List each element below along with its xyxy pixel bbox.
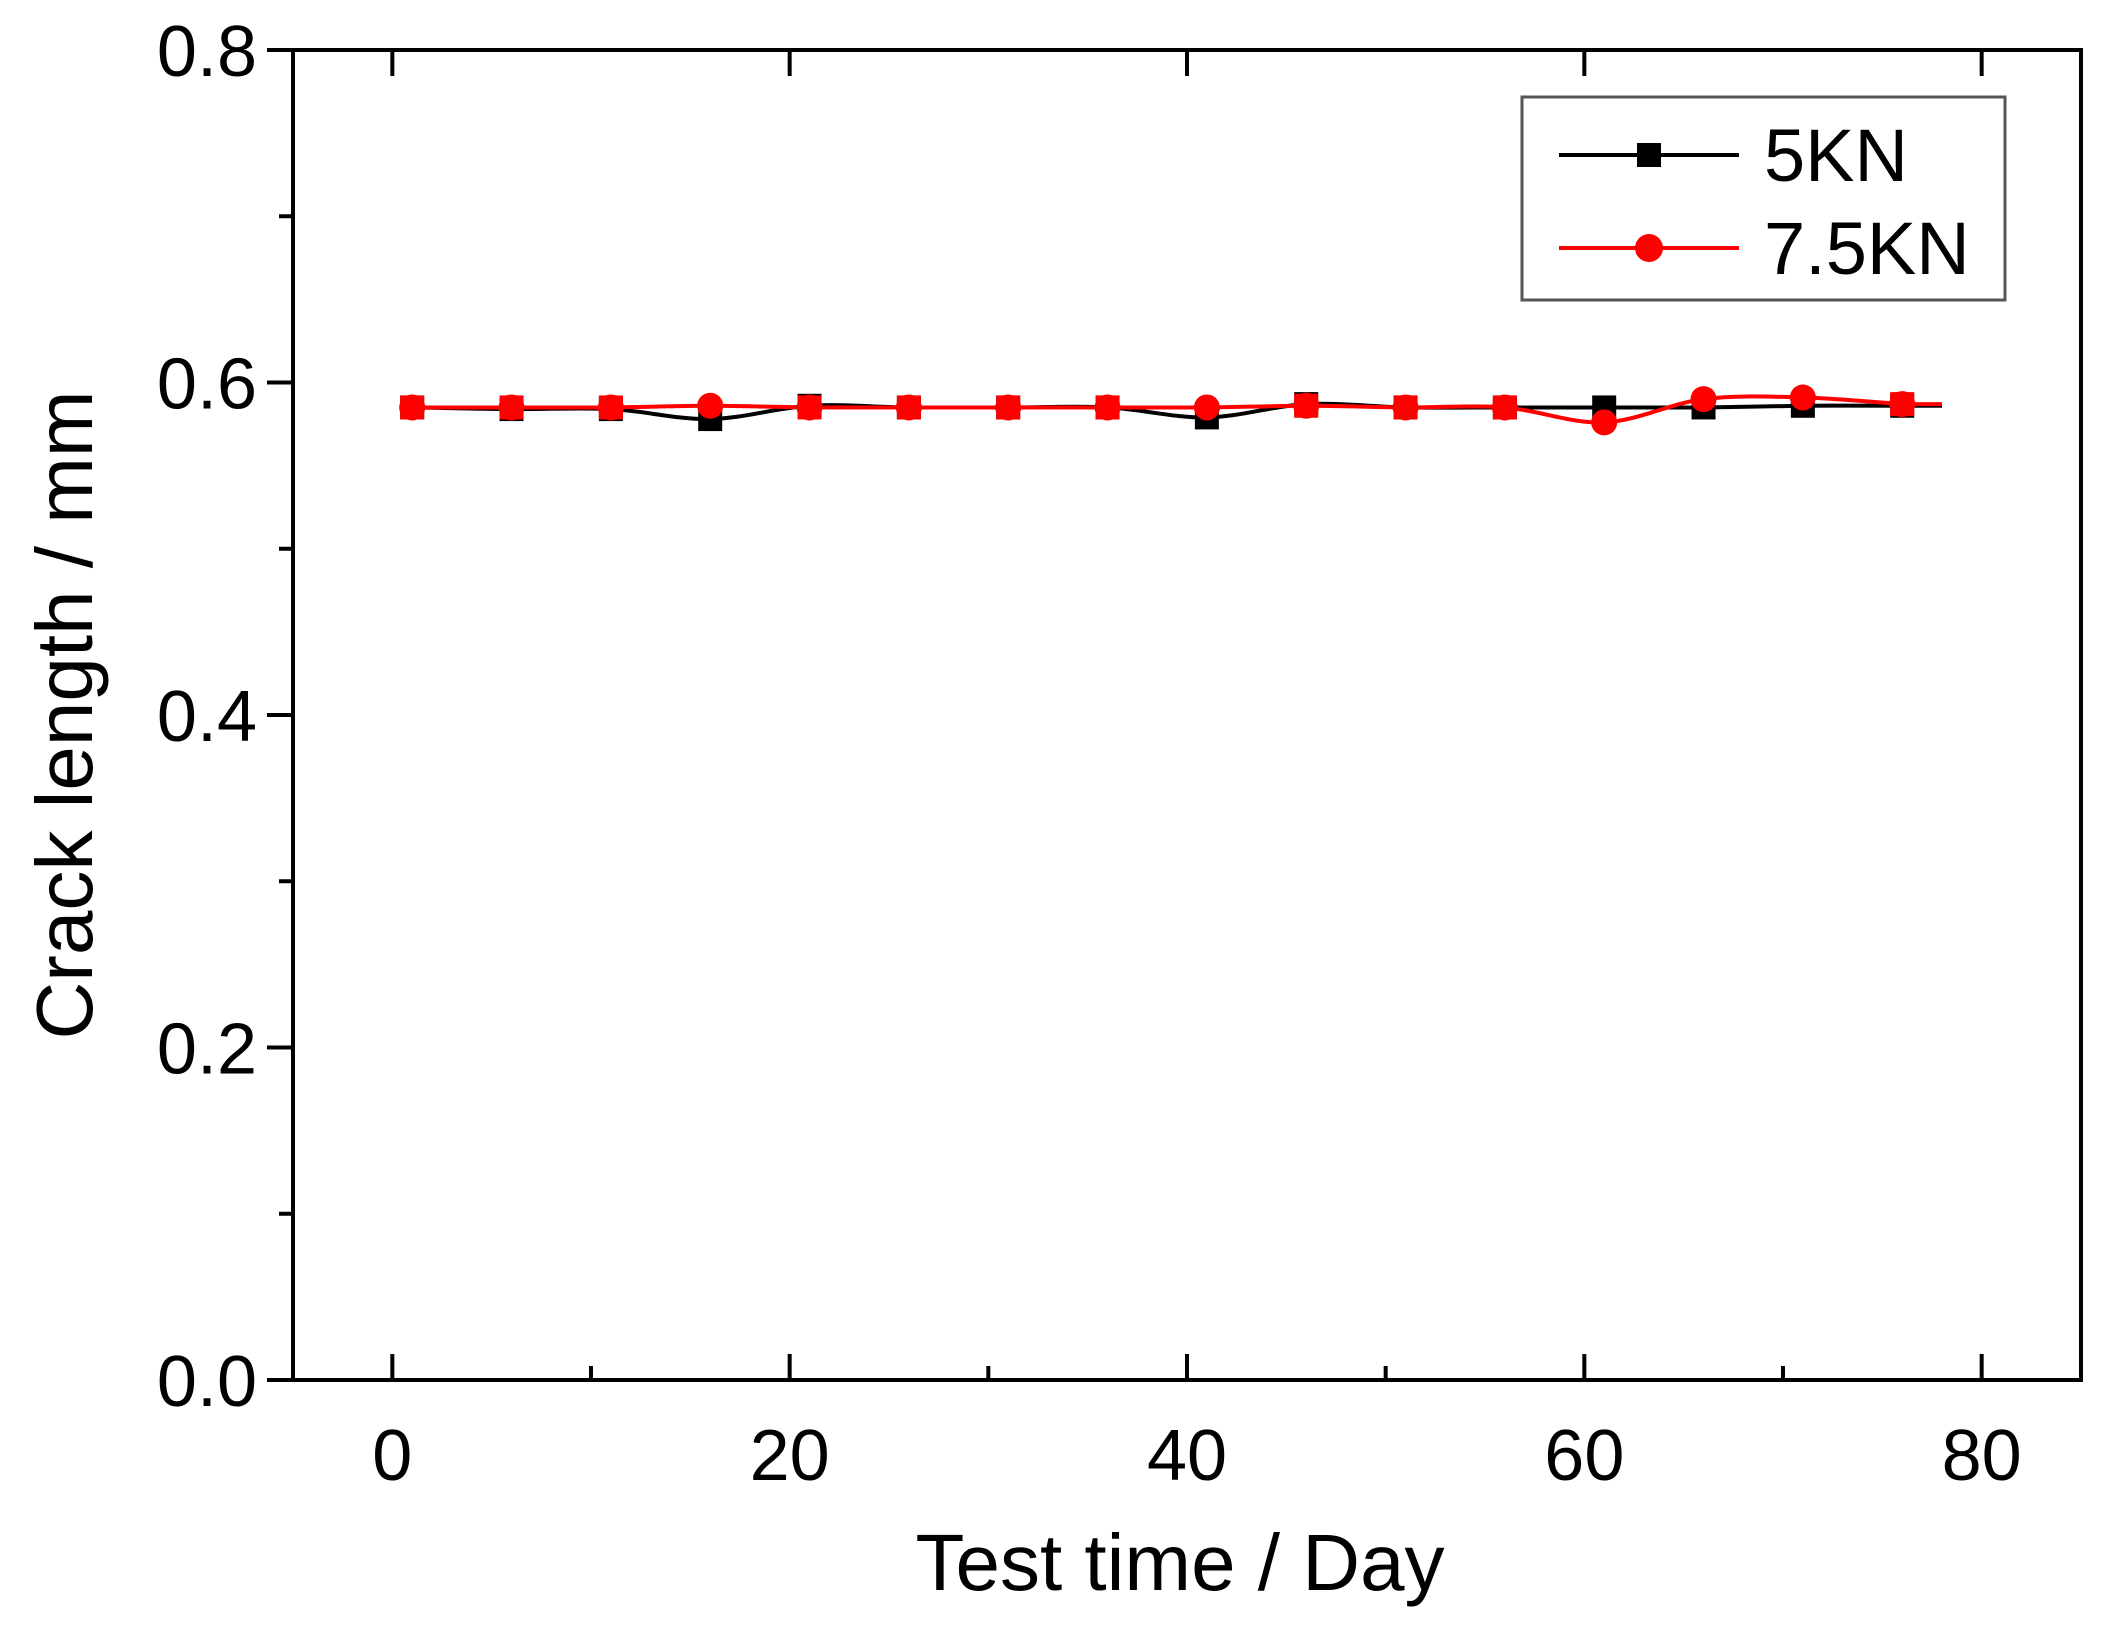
data-point-overlap (598, 395, 623, 420)
x-tick-label: 0 (372, 1416, 412, 1496)
data-point-overlap (499, 395, 524, 420)
data-point-overlap (1095, 395, 1120, 420)
data-point-7-5kn (1690, 386, 1717, 413)
data-point-overlap (1294, 393, 1319, 418)
y-tick-label: 0.8 (157, 12, 257, 92)
y-tick-label: 0.6 (157, 345, 257, 425)
data-point-overlap (996, 395, 1021, 420)
y-tick-label: 0.4 (157, 677, 257, 757)
y-axis-label: Crack length / mm (20, 390, 109, 1039)
legend-marker-5kn (1637, 143, 1661, 167)
x-tick-label: 20 (750, 1416, 830, 1496)
data-point-overlap (1890, 392, 1915, 417)
legend-marker-7-5kn (1635, 234, 1663, 262)
legend: 5KN 7.5KN (1520, 95, 2007, 302)
x-tick-label: 40 (1147, 1416, 1227, 1496)
data-point-overlap (896, 395, 921, 420)
data-point-overlap (797, 395, 822, 420)
data-point-overlap (1393, 395, 1418, 420)
data-point-overlap (1492, 395, 1517, 420)
data-point-7-5kn (1193, 394, 1220, 421)
y-tick-label: 0.2 (157, 1010, 257, 1090)
series-line-7-5kn (412, 394, 1942, 425)
data-point-7-5kn (1789, 384, 1816, 411)
legend-box (1520, 95, 2007, 302)
data-point-overlap (400, 395, 425, 420)
data-point-7-5kn (1591, 409, 1618, 436)
legend-label-7-5kn: 7.5KN (1764, 207, 1970, 290)
y-tick-label: 0.0 (157, 1342, 257, 1422)
data-point-7-5kn (697, 392, 724, 419)
x-tick-label: 80 (1942, 1416, 2022, 1496)
x-tick-label: 60 (1544, 1416, 1624, 1496)
axes-layer: 0 20 40 60 80 0.0 0.2 0.4 0.6 0.8 (157, 12, 2083, 1496)
x-axis-label: Test time / Day (915, 1518, 1444, 1607)
legend-label-5kn: 5KN (1764, 114, 1908, 197)
plot-layer (399, 384, 1942, 436)
series-line-5kn (412, 401, 1942, 422)
